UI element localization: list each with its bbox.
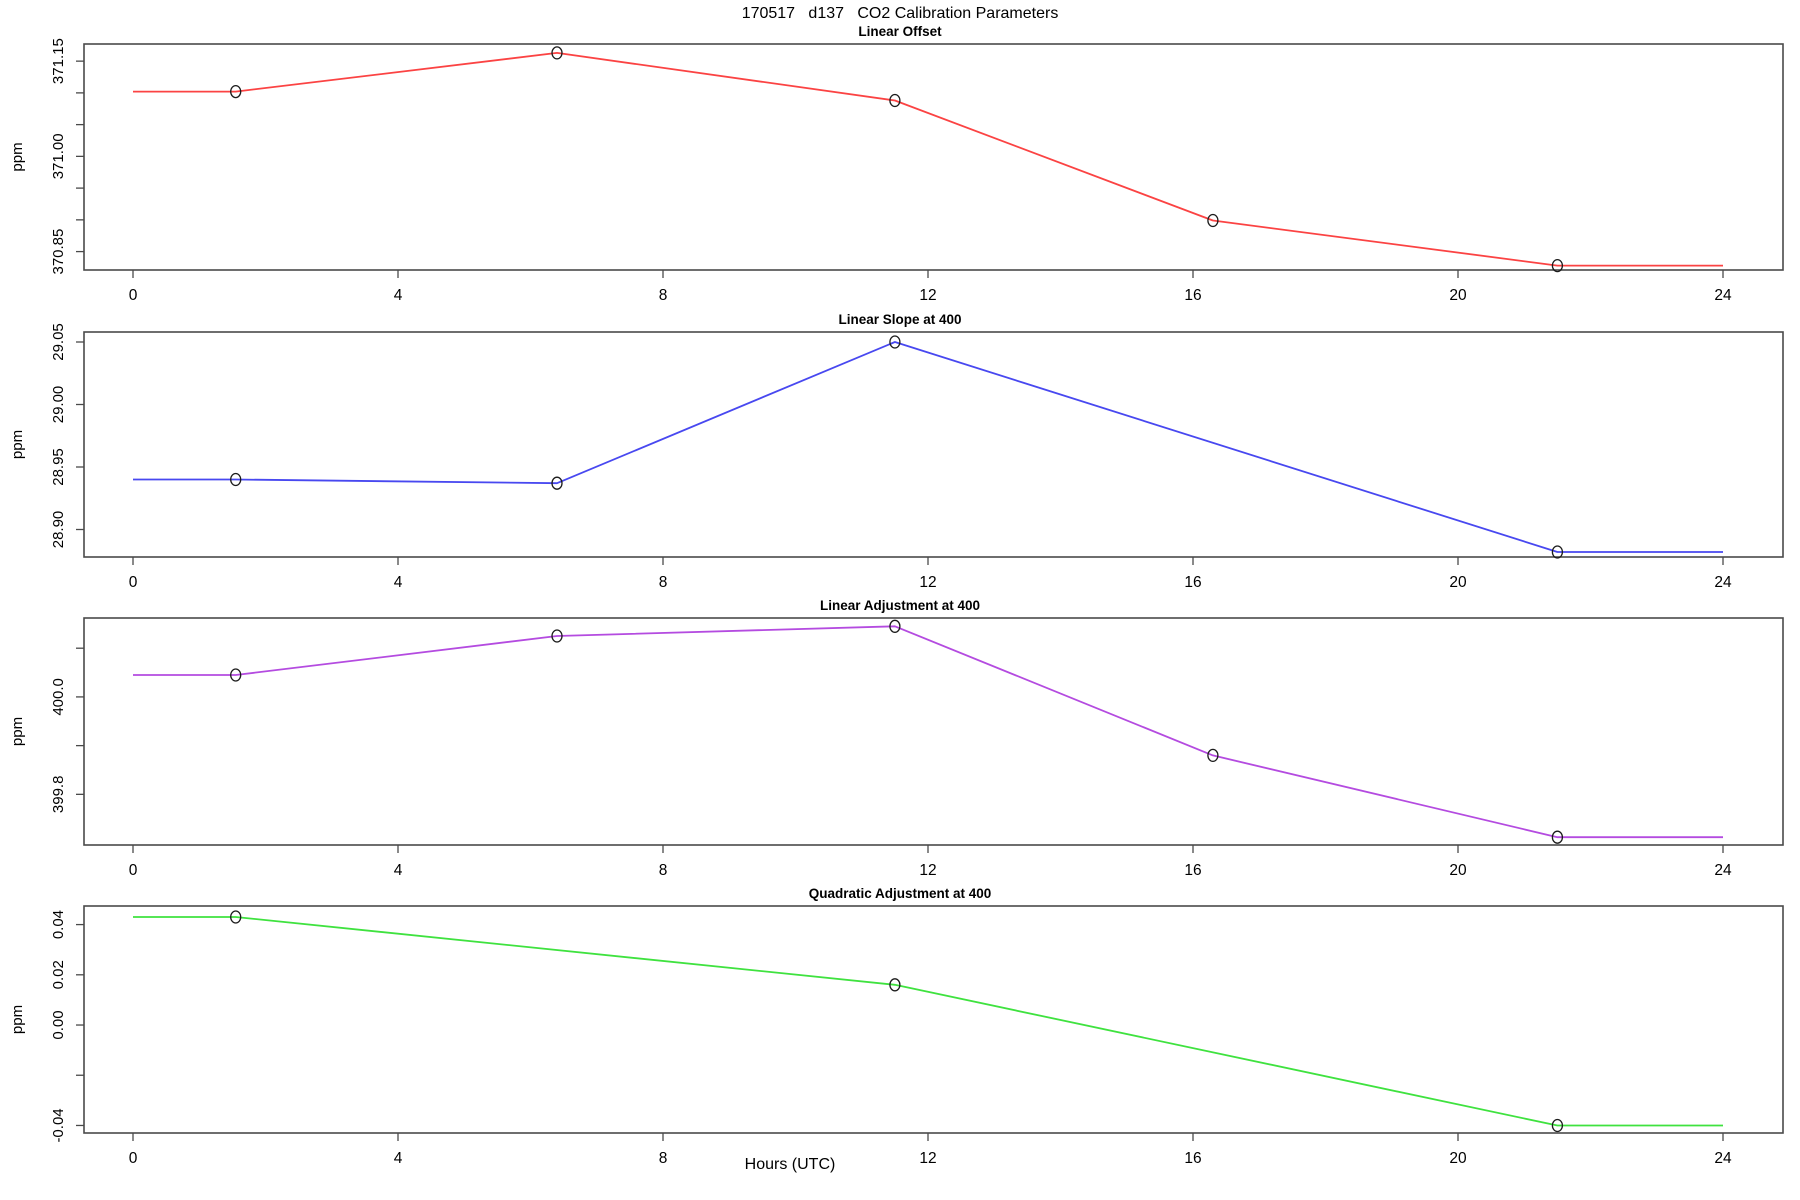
panel-title: Linear Offset [858,24,942,39]
chart-main-title: 170517 d137 CO2 Calibration Parameters [741,5,1059,22]
x-tick-label: 12 [919,287,936,304]
data-point-marker [551,46,563,60]
data-point-marker [230,84,242,99]
plot-border [83,43,1784,271]
panel-title: Linear Slope at 400 [838,312,961,327]
x-tick-label: 12 [919,862,936,879]
linear-offset-series-line [133,52,1723,267]
linear-adjustment-at-400-series-line [133,625,1723,839]
x-axis-title: Hours (UTC) [744,1156,836,1173]
y-tick-label: 399.8 [50,776,67,814]
x-tick-label: 4 [394,1150,403,1167]
data-point-marker [230,668,242,682]
y-tick-label: 371.15 [50,38,67,84]
data-point-marker [889,335,901,349]
y-tick-label: -0.04 [50,1108,67,1142]
panel-title: Quadratic Adjustment at 400 [809,886,992,901]
y-tick-label: 0.02 [50,960,67,989]
data-point-marker [230,910,242,924]
panel-title: Linear Adjustment at 400 [820,598,980,613]
y-tick-label: 29.05 [50,323,67,361]
data-point-marker [1207,748,1219,763]
y-tick-label: 0.04 [50,910,67,939]
data-point-marker [1551,545,1564,559]
x-tick-label: 4 [394,287,403,304]
data-point-marker [551,629,563,643]
x-tick-label: 4 [394,574,403,591]
x-tick-label: 20 [1449,1150,1467,1167]
x-tick-label: 0 [129,287,138,304]
data-point-marker [889,978,901,992]
y-tick-label: 28.90 [50,511,67,549]
x-tick-label: 16 [1184,1150,1201,1167]
x-tick-label: 20 [1449,862,1467,879]
x-tick-label: 24 [1714,287,1732,304]
y-tick-label: 371.00 [50,133,67,179]
data-point-marker [1551,258,1564,273]
y-tick-label: 400.0 [50,678,67,716]
data-point-marker [230,472,242,487]
y-axis-label: ppm [9,430,26,459]
x-tick-label: 8 [659,1150,668,1167]
x-tick-label: 8 [659,862,668,879]
x-tick-label: 8 [659,574,668,591]
x-tick-label: 16 [1184,287,1201,304]
y-axis-label: ppm [9,1005,26,1034]
y-tick-label: 0.00 [50,1010,67,1039]
x-tick-label: 16 [1184,574,1201,591]
x-tick-label: 8 [659,287,668,304]
plot-border [83,331,1784,558]
panel-quadratic-adjustment-at-400: Quadratic Adjustment at 400 ppm -0.04 0.00 0… [9,886,1784,1167]
panel-linear-slope-at-400: Linear Slope at 400 ppm 28.90 28.95 29.00 29.… [9,312,1784,591]
data-point-marker [889,619,901,633]
x-tick-label: 16 [1184,862,1201,879]
y-axis-label: ppm [9,717,26,746]
x-tick-label: 24 [1714,862,1732,879]
x-tick-label: 24 [1714,1150,1732,1167]
data-point-marker [1551,1118,1564,1133]
x-tick-label: 4 [394,862,403,879]
plot-border [83,905,1784,1134]
y-tick-label: 29.00 [50,386,67,424]
linear-slope-at-400-series-line [133,341,1723,553]
x-tick-label: 0 [129,1150,138,1167]
plot-border [83,617,1784,846]
y-tick-label: 28.95 [50,448,67,486]
y-tick-label: 370.85 [50,229,67,275]
x-tick-label: 12 [919,1150,936,1167]
x-tick-label: 24 [1714,574,1732,591]
data-point-marker [551,476,563,490]
data-point-marker [1207,213,1219,228]
x-tick-label: 20 [1449,574,1467,591]
x-tick-label: 12 [919,574,936,591]
panel-linear-adjustment-at-400: Linear Adjustment at 400 ppm 399.8 400.0 0 4 8… [9,598,1784,879]
x-tick-label: 20 [1449,287,1467,304]
quadratic-adjustment-at-400-series-line [133,916,1723,1127]
data-point-marker [1551,830,1564,844]
x-tick-label: 0 [129,574,138,591]
data-point-marker [889,93,901,108]
y-axis-label: ppm [9,142,26,171]
x-tick-label: 0 [129,862,138,879]
panel-linear-offset: Linear Offset ppm 370.85 371.00 371.15 0 4 8 12 1… [9,24,1784,304]
